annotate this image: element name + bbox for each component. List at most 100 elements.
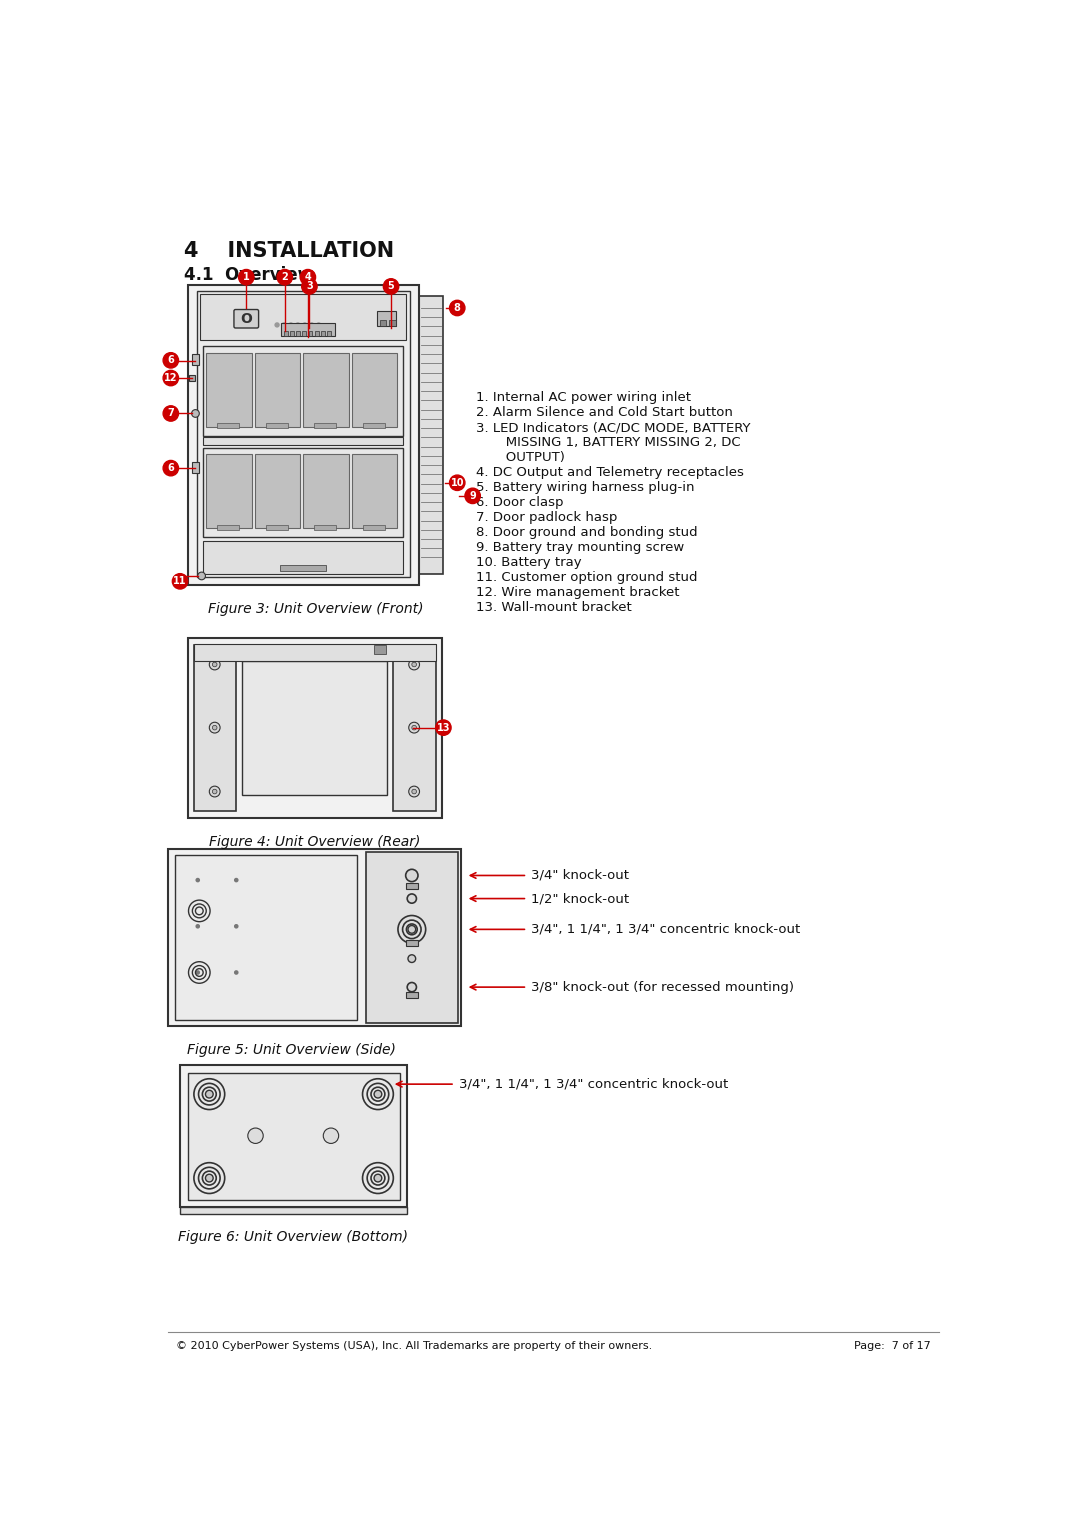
Circle shape bbox=[374, 1174, 382, 1182]
Text: 12: 12 bbox=[164, 373, 177, 383]
Text: 1: 1 bbox=[243, 272, 249, 282]
Circle shape bbox=[411, 663, 417, 667]
Bar bbox=[393, 646, 435, 811]
Bar bbox=[327, 331, 330, 336]
Circle shape bbox=[316, 322, 322, 328]
Bar bbox=[206, 353, 252, 426]
Text: 7: 7 bbox=[167, 408, 174, 418]
Circle shape bbox=[198, 573, 205, 580]
Circle shape bbox=[163, 353, 178, 368]
Text: 11: 11 bbox=[173, 576, 187, 586]
Circle shape bbox=[383, 279, 399, 295]
Circle shape bbox=[210, 722, 220, 733]
Circle shape bbox=[213, 789, 217, 794]
Bar bbox=[380, 321, 387, 327]
Circle shape bbox=[173, 574, 188, 589]
Circle shape bbox=[234, 924, 239, 928]
Circle shape bbox=[408, 722, 419, 733]
Circle shape bbox=[407, 982, 417, 991]
Text: O: O bbox=[241, 312, 253, 325]
Bar bbox=[419, 296, 444, 574]
Bar bbox=[194, 644, 435, 661]
Bar bbox=[194, 646, 237, 811]
Bar bbox=[192, 463, 199, 473]
Bar bbox=[321, 331, 325, 336]
Circle shape bbox=[195, 924, 200, 928]
Text: 8. Door ground and bonding stud: 8. Door ground and bonding stud bbox=[476, 527, 698, 539]
Bar bbox=[266, 525, 288, 530]
Text: 2: 2 bbox=[282, 272, 288, 282]
Bar bbox=[314, 331, 319, 336]
Text: Figure 5: Unit Overview (Side): Figure 5: Unit Overview (Side) bbox=[187, 1043, 396, 1057]
Text: 6: 6 bbox=[167, 463, 174, 473]
Circle shape bbox=[408, 786, 419, 797]
Text: Figure 3: Unit Overview (Front): Figure 3: Unit Overview (Front) bbox=[207, 602, 423, 615]
Circle shape bbox=[406, 869, 418, 881]
Text: 3/8" knock-out (for recessed mounting): 3/8" knock-out (for recessed mounting) bbox=[531, 980, 794, 994]
Bar bbox=[314, 525, 336, 530]
Text: 4. DC Output and Telemetry receptacles: 4. DC Output and Telemetry receptacles bbox=[476, 466, 744, 479]
Bar bbox=[203, 437, 403, 444]
Circle shape bbox=[408, 925, 416, 933]
Bar bbox=[390, 321, 395, 327]
Bar bbox=[352, 353, 397, 426]
Circle shape bbox=[302, 322, 308, 328]
Bar bbox=[266, 423, 288, 428]
Circle shape bbox=[213, 663, 217, 667]
Bar bbox=[309, 331, 312, 336]
Bar bbox=[188, 286, 419, 585]
Bar bbox=[406, 883, 418, 889]
Circle shape bbox=[323, 1128, 339, 1144]
Circle shape bbox=[278, 269, 293, 286]
Bar bbox=[255, 353, 300, 426]
Bar bbox=[217, 525, 240, 530]
Text: 9: 9 bbox=[470, 490, 476, 501]
Circle shape bbox=[163, 406, 178, 421]
Circle shape bbox=[210, 786, 220, 797]
Bar bbox=[168, 849, 461, 1026]
Bar bbox=[303, 454, 349, 528]
Bar bbox=[352, 454, 397, 528]
Bar bbox=[203, 541, 403, 574]
Circle shape bbox=[195, 970, 200, 974]
Text: Figure 6: Unit Overview (Bottom): Figure 6: Unit Overview (Bottom) bbox=[178, 1231, 408, 1245]
Circle shape bbox=[163, 371, 178, 386]
Text: OUTPUT): OUTPUT) bbox=[476, 450, 565, 464]
Circle shape bbox=[408, 954, 416, 962]
Circle shape bbox=[449, 475, 465, 490]
Circle shape bbox=[407, 893, 417, 902]
Text: 4    INSTALLATION: 4 INSTALLATION bbox=[184, 241, 394, 261]
Text: 12. Wire management bracket: 12. Wire management bracket bbox=[476, 586, 680, 599]
Text: 9. Battery tray mounting screw: 9. Battery tray mounting screw bbox=[476, 541, 685, 554]
Circle shape bbox=[309, 322, 314, 328]
Bar bbox=[377, 312, 396, 327]
Bar bbox=[188, 638, 442, 818]
Bar bbox=[203, 347, 403, 435]
Bar bbox=[217, 423, 240, 428]
Bar bbox=[281, 324, 335, 336]
Circle shape bbox=[239, 269, 254, 286]
Text: 3/4", 1 1/4", 1 3/4" concentric knock-out: 3/4", 1 1/4", 1 3/4" concentric knock-ou… bbox=[459, 1078, 728, 1090]
Circle shape bbox=[408, 660, 419, 670]
Bar bbox=[280, 565, 326, 571]
Text: 5. Battery wiring harness plug-in: 5. Battery wiring harness plug-in bbox=[476, 481, 696, 495]
Bar bbox=[192, 354, 199, 365]
Circle shape bbox=[210, 660, 220, 670]
Circle shape bbox=[247, 1128, 264, 1144]
Circle shape bbox=[234, 970, 239, 974]
Circle shape bbox=[449, 301, 465, 316]
Bar bbox=[374, 646, 386, 655]
Text: 3/4" knock-out: 3/4" knock-out bbox=[531, 869, 630, 883]
Circle shape bbox=[374, 1090, 382, 1098]
Text: 4.1  Overview: 4.1 Overview bbox=[184, 266, 313, 284]
Text: MISSING 1, BATTERY MISSING 2, DC: MISSING 1, BATTERY MISSING 2, DC bbox=[476, 437, 741, 449]
Text: 1/2" knock-out: 1/2" knock-out bbox=[531, 892, 630, 906]
Text: © 2010 CyberPower Systems (USA), Inc. All Trademarks are property of their owner: © 2010 CyberPower Systems (USA), Inc. Al… bbox=[176, 1341, 652, 1351]
Text: 10. Battery tray: 10. Battery tray bbox=[476, 556, 582, 570]
Bar bbox=[255, 454, 300, 528]
Bar bbox=[242, 661, 387, 796]
Bar bbox=[302, 331, 307, 336]
Text: 2. Alarm Silence and Cold Start button: 2. Alarm Silence and Cold Start button bbox=[476, 406, 733, 418]
Circle shape bbox=[163, 461, 178, 476]
Circle shape bbox=[205, 1174, 213, 1182]
